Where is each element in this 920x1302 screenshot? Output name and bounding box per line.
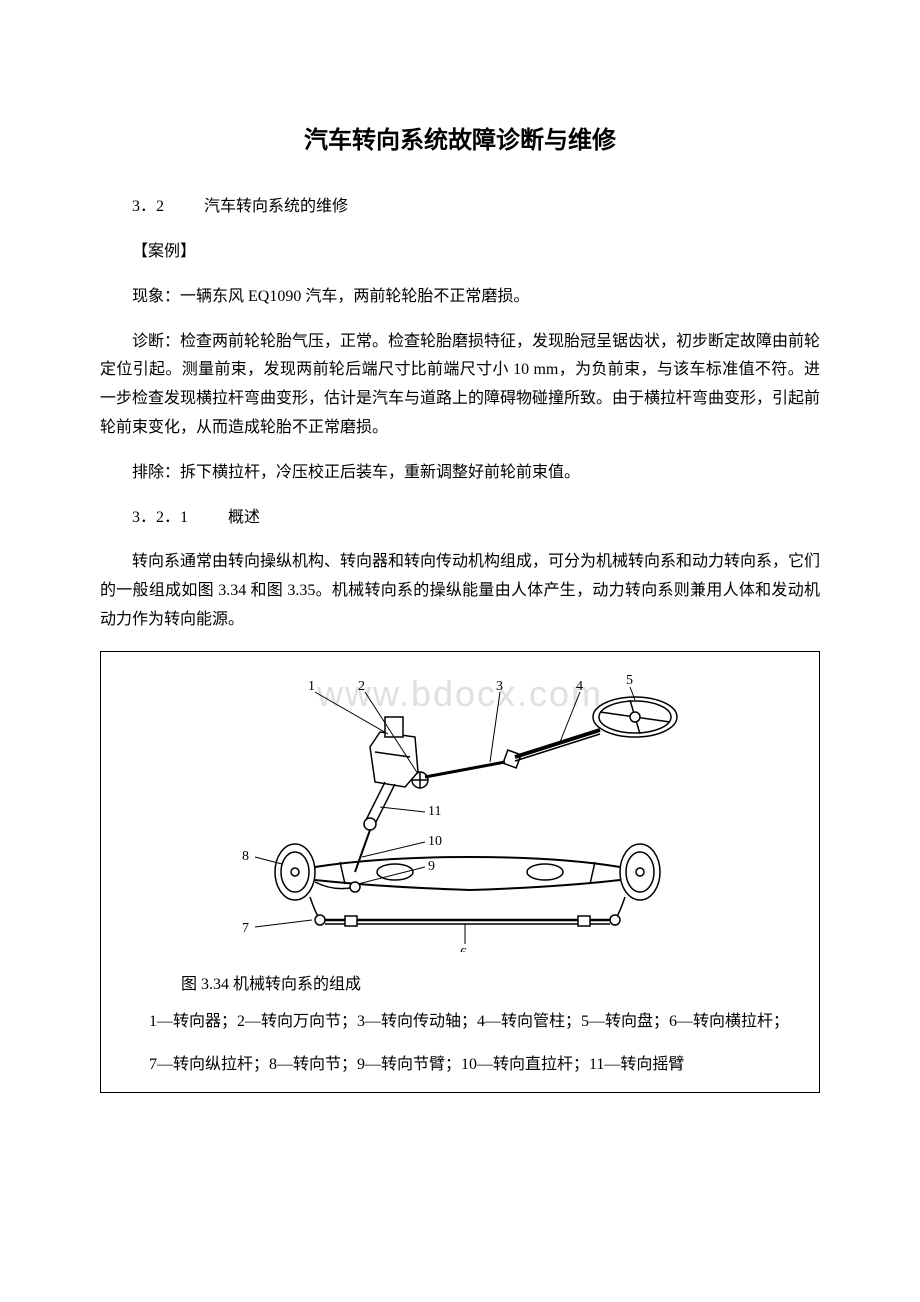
case-symptom: 现象：一辆东风 EQ1090 汽车，两前轮轮胎不正常磨损。	[100, 283, 820, 312]
subsection-number: 3．2．1	[132, 509, 188, 526]
section-header: 3．2 汽车转向系统的维修	[100, 193, 820, 222]
section-title: 汽车转向系统的维修	[204, 198, 348, 215]
subsection-title: 概述	[228, 509, 260, 526]
case-diagnosis: 诊断：检查两前轮轮胎气压，正常。检查轮胎磨损特征，发现胎冠呈锯齿状，初步断定故障…	[100, 328, 820, 443]
section-number: 3．2	[132, 198, 164, 215]
diagram-label-4: 4	[576, 679, 583, 694]
diagram-label-3: 3	[496, 679, 503, 694]
diagram-label-9: 9	[428, 859, 435, 874]
case-remedy: 排除：拆下横拉杆，冷压校正后装车，重新调整好前轮前束值。	[100, 459, 820, 488]
diagram-label-2: 2	[358, 679, 365, 694]
figure-caption: 图 3.34 机械转向系的组成	[101, 963, 819, 1008]
figure-legend-1: 1—转向器；2—转向万向节；3—转向传动轴；4—转向管柱；5—转向盘；6—转向横…	[101, 1007, 819, 1049]
diagram-label-5: 5	[626, 673, 633, 688]
figure-image: www.bdocx.com	[101, 652, 819, 963]
diagram-label-7: 7	[242, 921, 249, 936]
diagram-label-1: 1	[308, 679, 315, 694]
case-label: 【案例】	[100, 238, 820, 267]
diagram-label-6: 6	[460, 946, 467, 952]
subsection-header: 3．2．1 概述	[100, 504, 820, 533]
diagram-label-8: 8	[242, 849, 249, 864]
figure-box: www.bdocx.com	[100, 651, 820, 1093]
figure-legend-2: 7—转向纵拉杆；8—转向节；9—转向节臂；10—转向直拉杆；11—转向摇臂	[101, 1050, 819, 1092]
steering-diagram: 1 2 3 4 5 8 7 6 9 10	[200, 662, 720, 952]
page-title: 汽车转向系统故障诊断与维修	[100, 120, 820, 163]
overview-paragraph: 转向系通常由转向操纵机构、转向器和转向传动机构组成，可分为机械转向系和动力转向系…	[100, 548, 820, 634]
diagram-label-10: 10	[428, 834, 442, 849]
diagram-label-11: 11	[428, 804, 441, 819]
